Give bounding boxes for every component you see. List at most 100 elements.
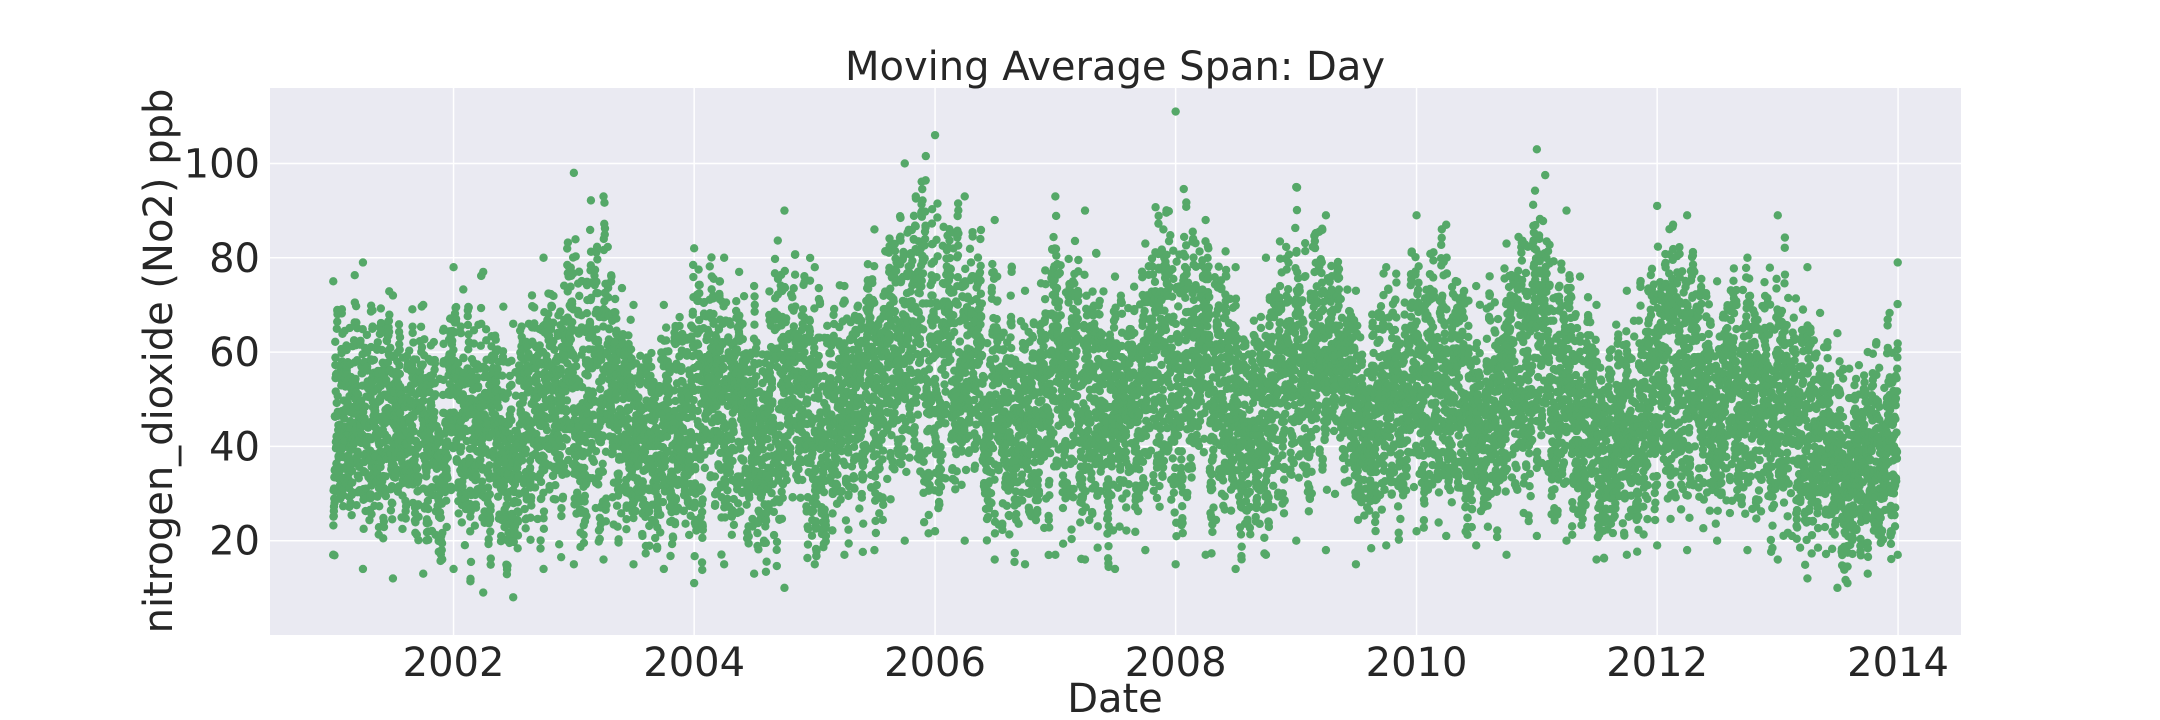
data-point (707, 253, 716, 262)
data-point (765, 287, 774, 296)
data-point (491, 335, 500, 344)
data-point (860, 456, 869, 466)
data-point (377, 345, 386, 355)
data-point (859, 519, 868, 528)
data-point (614, 469, 623, 478)
data-point (388, 499, 397, 508)
data-point (739, 455, 748, 465)
data-point (626, 345, 636, 354)
data-point (585, 225, 595, 235)
data-point (579, 530, 588, 540)
data-point (899, 251, 908, 261)
data-point (395, 361, 404, 370)
data-point (917, 276, 926, 285)
data-point (556, 307, 565, 316)
data-point (589, 457, 599, 467)
data-point (890, 408, 899, 418)
data-point (728, 456, 737, 466)
data-point (353, 390, 363, 399)
data-point (681, 519, 690, 528)
data-point (571, 235, 580, 244)
data-point (849, 442, 859, 452)
data-point (908, 256, 917, 266)
data-point (745, 493, 754, 502)
data-point (732, 345, 742, 354)
data-point (738, 334, 747, 344)
data-point (566, 282, 575, 291)
data-point (936, 442, 945, 452)
data-point (695, 280, 704, 290)
data-point (897, 434, 906, 444)
data-point (612, 501, 622, 510)
data-point (368, 322, 377, 331)
data-point (466, 557, 476, 567)
data-point (705, 262, 714, 271)
data-point (723, 486, 732, 495)
data-point (872, 480, 881, 490)
data-point (417, 343, 427, 352)
data-point (443, 473, 452, 483)
data-point (424, 535, 433, 545)
data-point (734, 267, 744, 277)
data-point (919, 325, 928, 334)
data-point (437, 539, 447, 548)
data-point (431, 390, 440, 399)
data-point (919, 518, 929, 527)
data-point (710, 472, 720, 481)
data-point (897, 459, 906, 469)
data-point (821, 531, 831, 541)
data-point (442, 522, 451, 532)
data-point (474, 382, 483, 391)
data-point (376, 304, 386, 313)
data-point (805, 327, 815, 336)
data-point (645, 541, 654, 550)
data-point (912, 385, 922, 394)
data-point (409, 338, 418, 347)
data-point (361, 402, 370, 411)
data-point (780, 283, 790, 293)
data-point (685, 530, 694, 540)
data-point (805, 253, 815, 263)
data-point (513, 544, 522, 553)
data-point (386, 343, 395, 353)
data-point (878, 493, 887, 502)
data-point (470, 521, 480, 530)
data-point (938, 450, 947, 459)
data-point (549, 318, 558, 327)
data-point (719, 364, 729, 373)
data-point (941, 474, 950, 483)
data-point (850, 473, 859, 482)
data-point (549, 291, 558, 301)
data-point (886, 495, 895, 504)
data-point (416, 322, 426, 331)
data-point (841, 516, 851, 525)
data-point (419, 396, 428, 405)
data-point (671, 494, 681, 503)
data-point (574, 267, 584, 276)
data-point (414, 512, 423, 521)
data-point (563, 238, 573, 247)
data-point (420, 335, 429, 344)
data-point (772, 545, 781, 555)
data-point (586, 196, 596, 205)
data-point (557, 442, 567, 451)
data-point (345, 323, 354, 333)
data-point (909, 211, 919, 221)
data-point (656, 528, 665, 537)
data-point (858, 547, 868, 557)
data-point (666, 551, 675, 561)
data-point (868, 278, 877, 288)
data-point (770, 254, 780, 264)
data-point (385, 310, 394, 319)
data-point (571, 252, 580, 261)
data-point (896, 236, 905, 245)
data-point (752, 338, 761, 347)
data-point (594, 480, 603, 489)
data-point (727, 530, 737, 540)
data-point (871, 516, 880, 526)
data-point (726, 320, 735, 329)
data-point (438, 555, 447, 564)
data-point (656, 510, 665, 520)
data-point (736, 507, 745, 516)
